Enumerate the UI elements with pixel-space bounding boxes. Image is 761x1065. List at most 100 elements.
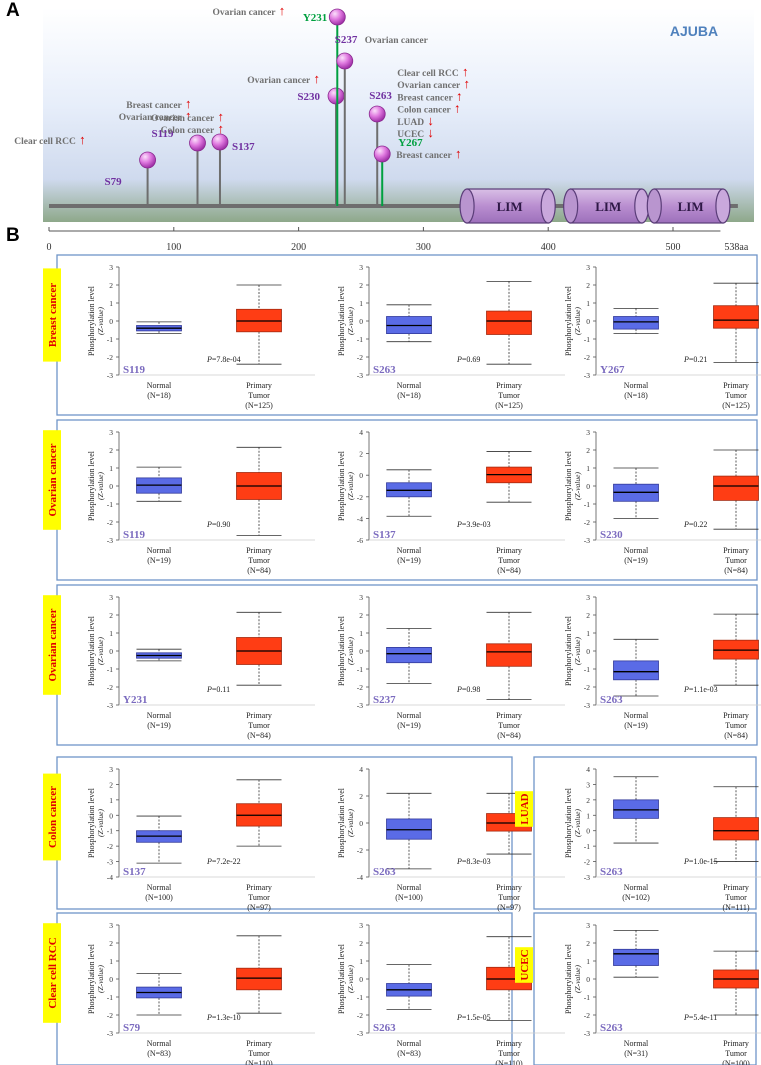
y-tick-label: 2 (359, 792, 363, 801)
y-axis-label-units: (Z-value) (346, 637, 355, 665)
tumor-n: (N=125) (495, 401, 523, 410)
y-tick-label: 2 (359, 450, 363, 459)
normal-box (613, 776, 659, 844)
y-tick-label: 3 (359, 921, 363, 930)
y-tick-label: 0 (359, 471, 363, 480)
y-axis-label: Phosphorylation level (87, 787, 96, 858)
y-tick-label: -3 (584, 536, 590, 545)
tumor-n: (N=84) (247, 731, 271, 740)
y-tick-label: -3 (357, 371, 363, 380)
site-ball (328, 8, 346, 26)
normal-label: Normal (147, 1039, 172, 1048)
site-ball (373, 145, 391, 163)
normal-n: (N=31) (624, 1049, 648, 1058)
y-tick-label: 1 (359, 957, 363, 966)
tumor-label-2: Tumor (498, 391, 520, 400)
y-tick-label: -2 (107, 1011, 113, 1020)
diagram-background (43, 8, 754, 222)
y-tick-label: 0 (586, 482, 590, 491)
row-frame (56, 756, 513, 910)
y-tick-label: 1 (586, 629, 590, 638)
p-value: P=0.90 (206, 520, 230, 529)
arrow-down-icon: ↓ (424, 125, 434, 140)
arrow-up-icon: ↑ (459, 64, 469, 79)
y-tick-label: -3 (584, 701, 590, 710)
tumor-n: (N=84) (247, 566, 271, 575)
tumor-label: Primary (496, 711, 522, 720)
normal-n: (N=19) (147, 556, 171, 565)
site-label: S237 (335, 34, 358, 46)
site-ball (327, 87, 345, 105)
y-tick-label: -2 (584, 683, 590, 692)
site-label: Y267 (398, 137, 423, 149)
arrow-up-icon: ↑ (182, 108, 192, 123)
normal-n: (N=19) (624, 721, 648, 730)
normal-n: (N=18) (147, 391, 171, 400)
y-tick-label: 2 (109, 446, 113, 455)
p-value: P=5.4e-11 (683, 1013, 717, 1022)
cancer-label: UCEC (515, 947, 533, 983)
normal-box (613, 930, 659, 978)
site-label: S137 (373, 529, 396, 541)
tumor-box (486, 611, 532, 700)
y-tick-label: 0 (359, 317, 363, 326)
y-tick-label: -2 (357, 1011, 363, 1020)
y-axis-label: Phosphorylation level (564, 615, 573, 686)
domain-label: LIM (678, 199, 704, 214)
protein-length-label: 538aa (724, 242, 748, 253)
y-tick-label: -3 (357, 1029, 363, 1038)
y-tick-label: -2 (107, 353, 113, 362)
y-axis-label-units: (Z-value) (96, 809, 105, 837)
y-tick-label: -2 (357, 353, 363, 362)
tumor-n: (N=97) (247, 903, 271, 912)
tumor-n: (N=125) (722, 401, 750, 410)
tumor-label: Primary (723, 883, 749, 892)
tumor-label-2: Tumor (725, 721, 747, 730)
tumor-label-2: Tumor (498, 893, 520, 902)
y-tick-label: 3 (359, 593, 363, 602)
p-value: P=3.9e-03 (456, 520, 491, 529)
normal-label: Normal (397, 883, 422, 892)
y-tick-label: 0 (586, 317, 590, 326)
iqr-box (486, 310, 532, 335)
cancer-label-bg (515, 791, 533, 827)
row-frame (533, 912, 757, 1065)
arrow-up-icon: ↑ (452, 146, 462, 161)
panel-a-label: A (6, 0, 20, 21)
y-tick-label: -1 (107, 500, 113, 509)
y-axis-label-units: (Z-value) (96, 307, 105, 335)
y-axis-label: Phosphorylation level (337, 450, 346, 521)
arrow-up-icon: ↑ (460, 76, 470, 91)
site-s137: S137 Ovarian cancer ↑Colon cancer ↑ (151, 109, 255, 206)
cancer-label-text: Ovarian cancer (47, 608, 59, 681)
p-value: P=0.21 (683, 355, 707, 364)
cancer-label: LUAD (515, 791, 533, 827)
p-value: P=7.8e-04 (206, 355, 241, 364)
y-tick-label: 0 (109, 647, 113, 656)
iqr-box (613, 660, 659, 681)
tumor-label-2: Tumor (248, 1049, 270, 1058)
site-label: S263 (600, 866, 623, 878)
cancer-label: Colon cancer (43, 773, 61, 861)
site-label: S230 (297, 91, 320, 103)
normal-label: Normal (624, 546, 649, 555)
y-tick-label: -2 (357, 683, 363, 692)
y-tick-label: 2 (586, 939, 590, 948)
row-frame (56, 912, 513, 1065)
arrow-up-icon: ↑ (182, 96, 192, 111)
y-tick-label: 0 (109, 975, 113, 984)
y-tick-label: -3 (107, 371, 113, 380)
y-tick-label: 2 (586, 446, 590, 455)
tumor-label-2: Tumor (498, 556, 520, 565)
axis-tick-label: 0 (47, 242, 52, 253)
boxplot-clear-cell-rcc-s263: -3 -2 -1 0 1 2 3 Phosphorylation level (Z-value)… (564, 921, 761, 1065)
arrow-up-icon: ↑ (76, 132, 86, 147)
y-tick-label: 0 (586, 827, 590, 836)
y-tick-label: -2 (107, 518, 113, 527)
tumor-label: Primary (246, 711, 272, 720)
protein-title: AJUBA (670, 23, 718, 39)
cancer-label-text: UCEC (519, 949, 531, 980)
y-tick-label: 3 (359, 263, 363, 272)
y-tick-label: 2 (359, 939, 363, 948)
tumor-label: Primary (246, 546, 272, 555)
